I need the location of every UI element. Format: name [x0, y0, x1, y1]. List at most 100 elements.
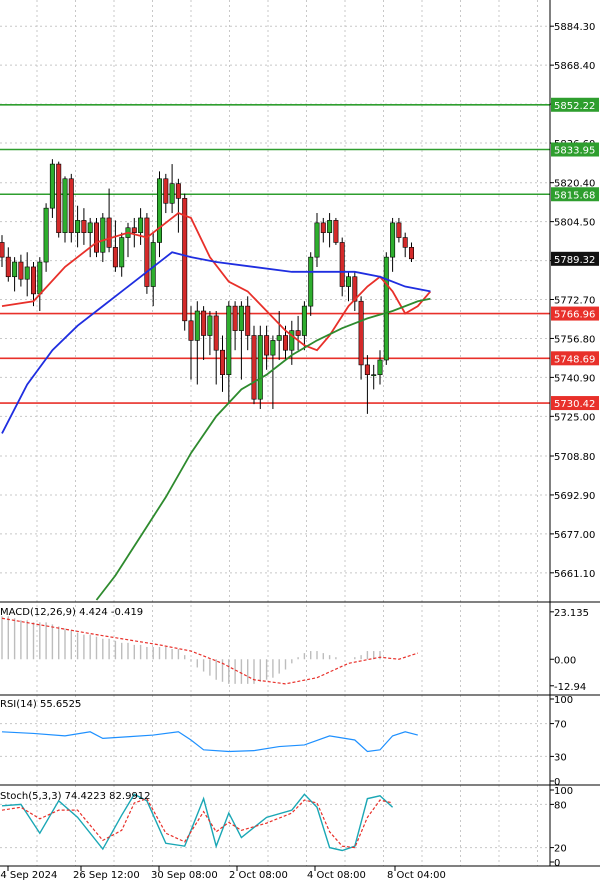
candle-down — [232, 305, 238, 331]
x-tick-label: 2 Oct 08:00 — [229, 870, 288, 881]
candle-down — [352, 276, 358, 302]
y-tick-label: 5677.00 — [554, 530, 595, 541]
level-label: 5748.69 — [554, 354, 595, 365]
moving-average-line — [1, 212, 432, 352]
candle-down — [320, 222, 326, 233]
y-tick-label: 5725.00 — [554, 412, 595, 423]
candle-up — [276, 335, 282, 341]
candle-up — [75, 220, 81, 233]
candle-down — [5, 256, 11, 278]
candle-up — [37, 261, 43, 295]
candle-up — [157, 178, 163, 243]
rsi-axis: 100 70 30 0 — [550, 695, 573, 788]
level-label: 5766.96 — [554, 310, 595, 321]
y-tick-label: 0.00 — [554, 655, 576, 666]
y-tick-label: 5661.10 — [554, 569, 595, 580]
y-tick-label: 0 — [554, 858, 560, 869]
stoch-k-series — [1, 793, 394, 852]
level-label: 5833.95 — [554, 146, 595, 157]
y-tick-label: 5772.70 — [554, 296, 595, 307]
y-tick-label: 30 — [554, 752, 567, 763]
stoch-grid — [0, 803, 550, 849]
price-moving-averages — [1, 212, 432, 601]
price-levels — [0, 103, 550, 404]
level-label-box — [551, 97, 599, 112]
y-tick-label: 5884.30 — [554, 22, 595, 33]
candle-up — [371, 374, 377, 376]
candle-down — [364, 364, 370, 375]
level-label: 5852.22 — [554, 101, 595, 112]
candle-up — [119, 237, 125, 268]
y-tick-label: -12.94 — [554, 682, 586, 693]
price-axis: 5884.305868.405852.505836.605820.405804.… — [550, 22, 599, 580]
level-label: 5815.68 — [554, 190, 595, 201]
candle-down — [182, 198, 188, 322]
candle-up — [138, 217, 144, 233]
candle-up — [270, 340, 276, 356]
level-label-box — [551, 396, 599, 411]
candle-up — [43, 207, 49, 263]
candle-down — [163, 178, 169, 204]
candle-down — [339, 242, 345, 287]
y-tick-label: 100 — [554, 786, 573, 797]
stoch-pane: 100 80 20 0 Stoch(5,3,3) 74.4223 82.9912 — [0, 786, 573, 869]
x-tick-label: 4 Oct 08:00 — [307, 870, 366, 881]
candle-down — [245, 305, 251, 336]
candle-up — [301, 305, 307, 336]
candle-down — [358, 300, 364, 366]
candle-down — [106, 217, 112, 248]
candle-down — [18, 261, 24, 280]
x-tick-label: 30 Sep 08:00 — [151, 870, 218, 881]
y-tick-label: 20 — [554, 844, 567, 855]
candle-down — [264, 335, 270, 356]
candle-up — [150, 242, 156, 287]
candle-down — [112, 247, 118, 268]
level-label-box — [551, 351, 599, 366]
y-tick-label: 5692.90 — [554, 491, 595, 502]
stoch-label: Stoch(5,3,3) 74.4223 82.9912 — [0, 791, 151, 802]
y-tick-label: 5868.40 — [554, 61, 595, 72]
y-tick-label: 70 — [554, 720, 567, 731]
candle-down — [201, 310, 207, 336]
x-tick-label: 8 Oct 04:00 — [387, 870, 446, 881]
macd-label: MACD(12,26,9) 4.424 -0.419 — [0, 607, 143, 618]
y-tick-label: 0 — [554, 777, 560, 788]
candle-up — [226, 305, 232, 375]
candle-up — [169, 183, 175, 204]
candle-down — [131, 227, 137, 233]
candle-down — [175, 183, 181, 199]
macd-histogram — [1, 616, 381, 684]
candle-up — [257, 335, 263, 400]
candle-down — [251, 335, 257, 400]
candle-down — [30, 266, 36, 295]
level-label-box — [551, 187, 599, 202]
candle-down — [213, 315, 219, 351]
y-tick-label: 5756.80 — [554, 334, 595, 345]
candle-down — [333, 220, 339, 243]
macd-signal-line — [1, 617, 418, 685]
y-tick-label: 5708.80 — [554, 452, 595, 463]
candle-up — [62, 178, 68, 233]
y-tick-label: 5804.50 — [554, 218, 595, 229]
stoch-d-series — [1, 797, 393, 849]
candle-down — [282, 335, 288, 351]
candle-up — [24, 266, 30, 280]
moving-average-line — [1, 251, 431, 434]
price-candles — [0, 159, 414, 414]
candle-up — [238, 305, 244, 331]
rsi-grid — [0, 723, 550, 757]
candle-up — [194, 310, 200, 341]
candle-up — [100, 217, 106, 253]
y-tick-label: 5820.40 — [554, 179, 595, 190]
level-label-box — [551, 306, 599, 321]
candle-up — [327, 220, 333, 233]
candle-up — [377, 359, 383, 375]
candle-down — [94, 222, 100, 253]
macd-axis: 23.135 0.00 -12.94 — [550, 608, 589, 693]
candle-up — [345, 276, 351, 287]
x-tick-label: 24 Sep 2024 — [0, 870, 57, 881]
candle-up — [207, 315, 213, 336]
current-price-label: 5789.32 — [554, 255, 595, 266]
